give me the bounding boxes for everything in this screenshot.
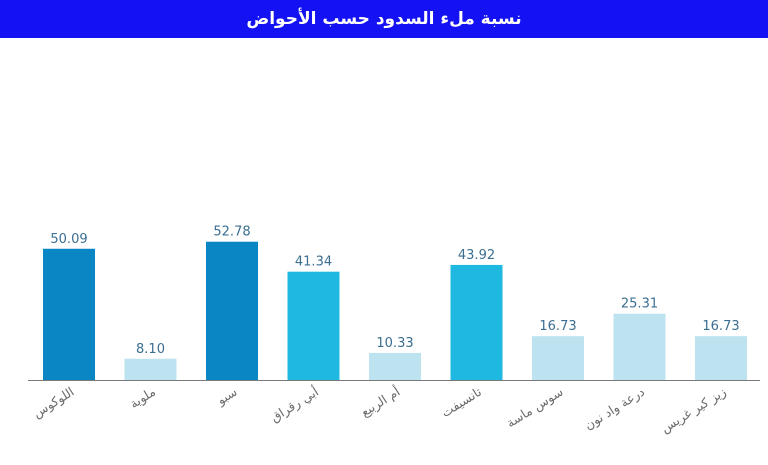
- data-label: 41.34: [295, 255, 332, 270]
- data-label: 43.92: [458, 248, 495, 263]
- bar: [43, 248, 95, 380]
- bar: [695, 336, 747, 380]
- data-label: 50.09: [50, 232, 87, 247]
- bar: [287, 271, 340, 380]
- bar-chart: 50.09 اللوكوس 8.10 ملوية 52.78 سبو 41.34 أبي رق…: [28, 225, 760, 437]
- category-label: أم الربيع: [357, 383, 403, 420]
- bar: [369, 352, 421, 380]
- data-label: 10.33: [376, 336, 413, 351]
- category-label: سوس ماسة: [503, 384, 566, 431]
- category-label: أبي رقراق: [267, 383, 321, 426]
- category-label: تانسيفت: [439, 384, 485, 420]
- category-label: زيز كير غريس: [658, 384, 729, 437]
- data-label: 16.73: [702, 319, 739, 334]
- data-label: 16.73: [539, 319, 576, 334]
- chart-title: نسبة ملء السدود حسب الأحواض: [246, 9, 522, 29]
- bar: [124, 358, 177, 380]
- category-label: سبو: [213, 384, 240, 409]
- category-label: اللوكوس: [30, 384, 77, 422]
- data-label: 8.10: [136, 342, 165, 357]
- bar: [450, 264, 503, 380]
- bar: [613, 313, 666, 380]
- category-label: ملوية: [127, 384, 159, 412]
- bar: [206, 241, 258, 380]
- data-label: 25.31: [621, 297, 658, 312]
- data-label: 52.78: [213, 225, 250, 240]
- bar: [532, 336, 584, 380]
- chart-title-bar: نسبة ملء السدود حسب الأحواض: [0, 0, 768, 38]
- category-label: درعة واد نون: [582, 384, 648, 434]
